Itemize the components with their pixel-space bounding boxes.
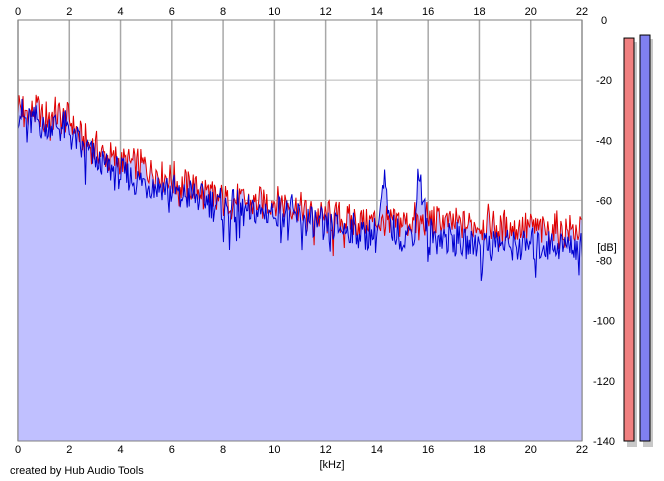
x-tick-label-bottom: 16 xyxy=(422,444,434,456)
x-tick-label-bottom: 22 xyxy=(576,444,588,456)
x-tick-label-bottom: 14 xyxy=(371,444,383,456)
x-tick-label-bottom: 20 xyxy=(525,444,537,456)
x-tick-label-bottom: 2 xyxy=(66,444,72,456)
y-tick-label: -40 xyxy=(596,135,612,147)
level-meter-bar xyxy=(639,34,651,442)
x-tick-label-top: 12 xyxy=(320,6,332,18)
credit-text: created by Hub Audio Tools xyxy=(10,465,144,477)
x-tick-label-top: 0 xyxy=(15,6,21,18)
x-tick-label-top: 2 xyxy=(66,6,72,18)
y-axis-label: [dB] xyxy=(597,242,617,254)
x-tick-label-top: 8 xyxy=(220,6,226,18)
x-axis-label: [kHz] xyxy=(319,459,344,471)
series-line-2 xyxy=(18,99,582,282)
x-tick-label-top: 20 xyxy=(525,6,537,18)
x-tick-label-bottom: 18 xyxy=(473,444,485,456)
y-tick-label: -60 xyxy=(596,195,612,207)
x-tick-label-top: 10 xyxy=(268,6,280,18)
x-tick-label-bottom: 6 xyxy=(169,444,175,456)
x-tick-label-bottom: 4 xyxy=(117,444,123,456)
x-tick-label-bottom: 10 xyxy=(268,444,280,456)
tick-labels: 002244668810101212141416161818202022220-… xyxy=(15,6,615,456)
x-tick-label-top: 22 xyxy=(576,6,588,18)
x-tick-label-top: 6 xyxy=(169,6,175,18)
y-tick-label: 0 xyxy=(601,15,607,27)
x-tick-label-bottom: 0 xyxy=(15,444,21,456)
y-tick-label: -20 xyxy=(596,75,612,87)
x-tick-label-top: 4 xyxy=(117,6,123,18)
plot-frame xyxy=(17,19,583,442)
level-meters xyxy=(623,34,653,448)
y-tick-label: -120 xyxy=(593,376,615,388)
level-meter-bar xyxy=(623,37,635,442)
y-tick-label: -140 xyxy=(593,436,615,448)
x-tick-label-top: 14 xyxy=(371,6,383,18)
y-tick-label: -100 xyxy=(593,316,615,328)
x-tick-label-bottom: 8 xyxy=(220,444,226,456)
series-line-1 xyxy=(18,94,582,257)
x-tick-label-bottom: 12 xyxy=(320,444,332,456)
x-tick-label-top: 16 xyxy=(422,6,434,18)
series-lines xyxy=(18,94,582,282)
x-tick-label-top: 18 xyxy=(473,6,485,18)
y-tick-label: -80 xyxy=(596,256,612,268)
